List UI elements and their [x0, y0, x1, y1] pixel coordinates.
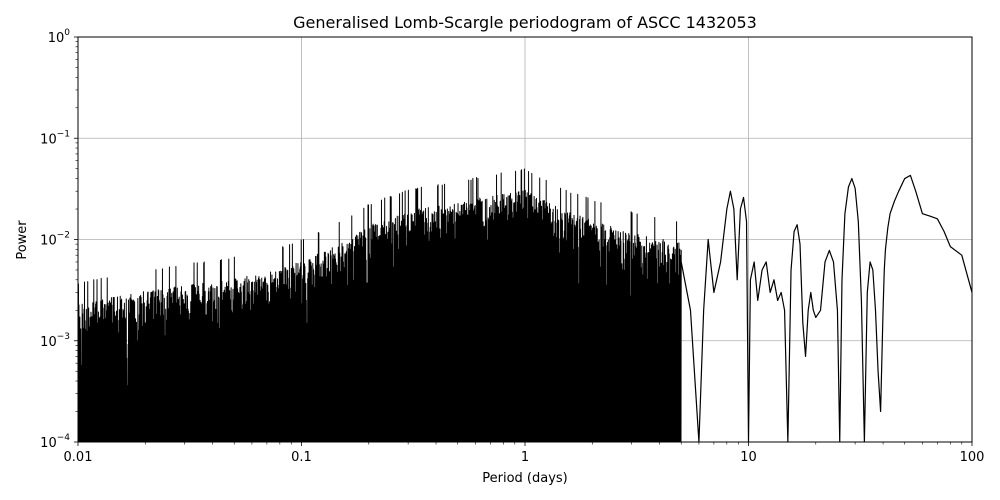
- x-axis-label: Period (days): [482, 471, 568, 486]
- x-tick-label: 0.01: [64, 450, 93, 465]
- y-tick-label: 10−4: [40, 433, 70, 451]
- y-axis-ticks: 10−4 10−3 10−2 10−1 100: [40, 28, 78, 451]
- x-tick-label: 10: [740, 450, 757, 465]
- periodogram-trace: [78, 168, 972, 442]
- y-tick-label: 10−3: [40, 332, 70, 350]
- x-tick-label: 0.1: [291, 450, 312, 465]
- periodogram-dense-segment: [78, 168, 682, 442]
- x-tick-label: 100: [960, 450, 985, 465]
- x-tick-label: 1: [521, 450, 529, 465]
- y-tick-label: 10−1: [40, 129, 70, 147]
- y-tick-label: 100: [48, 28, 71, 46]
- chart-title: Generalised Lomb-Scargle periodogram of …: [293, 13, 757, 32]
- periodogram-long-period-segment: [680, 174, 972, 442]
- y-axis-label: Power: [15, 220, 30, 260]
- plot-area: [78, 168, 972, 442]
- x-axis-ticks: 0.01 0.1 1 10 100: [64, 442, 985, 465]
- y-tick-label: 10−2: [40, 231, 70, 249]
